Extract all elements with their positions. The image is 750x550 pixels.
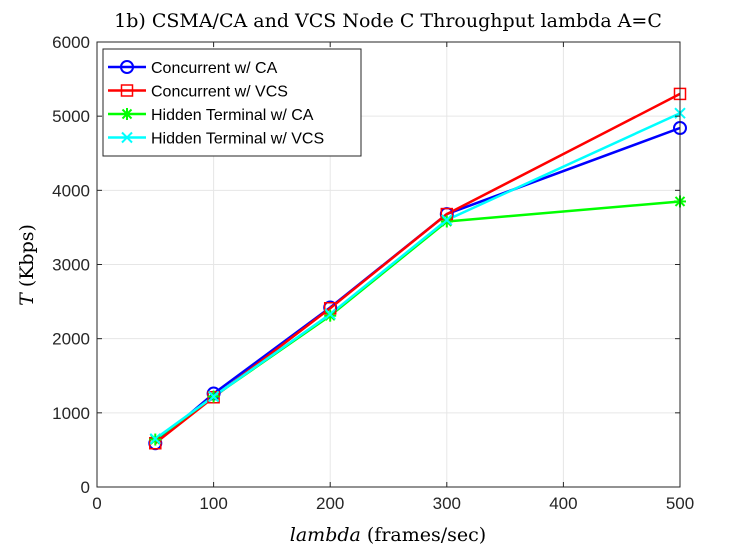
y-axis-label-italic: T	[16, 292, 38, 306]
y-tick-label: 5000	[52, 107, 90, 126]
y-axis-label: T (Kbps)	[16, 224, 38, 306]
x-tick-label: 0	[92, 494, 101, 513]
x-marker-stroke	[121, 131, 133, 144]
x-marker-stroke	[441, 214, 453, 226]
data-point-hidden-terminal-w-vcs	[441, 214, 453, 226]
y-tick-label: 3000	[52, 256, 90, 275]
x-tick-label: 200	[316, 494, 344, 513]
chart-title: 1b) CSMA/CA and VCS Node C Throughput la…	[114, 10, 662, 32]
x-marker-stroke	[149, 433, 162, 445]
legend-label: Concurrent w/ VCS	[151, 84, 288, 101]
y-tick-label: 6000	[52, 33, 90, 52]
x-tick-label: 100	[199, 494, 227, 513]
asterisk-marker-stroke	[324, 310, 336, 321]
data-point-hidden-terminal-w-vcs	[207, 390, 220, 403]
y-tick-label: 4000	[52, 181, 90, 200]
x-axis-label-italic: lambda	[290, 524, 361, 546]
y-axis-label-units: (Kbps)	[16, 224, 38, 293]
asterisk-marker-stroke	[441, 216, 453, 227]
x-tick-label: 400	[549, 494, 577, 513]
legend-label: Hidden Terminal w/ CA	[151, 107, 314, 124]
y-axis-ticks: 0 1000 2000 3000 4000 5000 6000	[52, 33, 680, 497]
legend-swatch-marker	[121, 131, 133, 144]
x-tick-label: 500	[666, 494, 694, 513]
legend-item-hidden-terminal-w-ca: Hidden Terminal w/ CA	[108, 107, 314, 124]
x-marker-stroke	[324, 308, 336, 320]
legend-item-hidden-terminal-w-vcs: Hidden Terminal w/ VCS	[108, 131, 324, 148]
square-marker-shape	[120, 84, 134, 97]
y-tick-label: 1000	[52, 404, 90, 423]
series-markers	[148, 87, 687, 451]
y-tick-label: 2000	[52, 330, 90, 349]
legend-item-concurrent-w-vcs: Concurrent w/ VCS	[108, 84, 288, 101]
legend-swatch-marker	[120, 84, 134, 97]
data-point-hidden-terminal-w-vcs	[149, 433, 162, 445]
legend-label: Concurrent w/ CA	[151, 60, 278, 77]
data-point-hidden-terminal-w-vcs	[324, 308, 336, 320]
data-point-hidden-terminal-w-ca	[440, 215, 453, 228]
y-tick-label: 0	[81, 478, 90, 497]
x-axis-ticks: 0 100 200 300 400 500	[92, 42, 694, 513]
x-axis-label: lambda (frames/sec)	[290, 524, 486, 546]
legend-item-concurrent-w-ca: Concurrent w/ CA	[108, 60, 278, 77]
legend-label: Hidden Terminal w/ VCS	[151, 131, 324, 148]
legend: Concurrent w/ CA Concurrent w/ VCS Hidden …	[102, 48, 362, 157]
circle-marker-shape	[120, 60, 134, 74]
legend-swatch-marker	[120, 60, 134, 74]
x-marker-stroke	[207, 390, 220, 403]
asterisk-marker-stroke	[121, 108, 133, 120]
x-axis-label-units: (frames/sec)	[361, 524, 486, 546]
series-line-concurrent-w-vcs	[154, 92, 681, 445]
x-tick-label: 300	[433, 494, 461, 513]
legend-swatch-marker	[121, 108, 133, 120]
data-point-hidden-terminal-w-ca	[324, 309, 337, 322]
